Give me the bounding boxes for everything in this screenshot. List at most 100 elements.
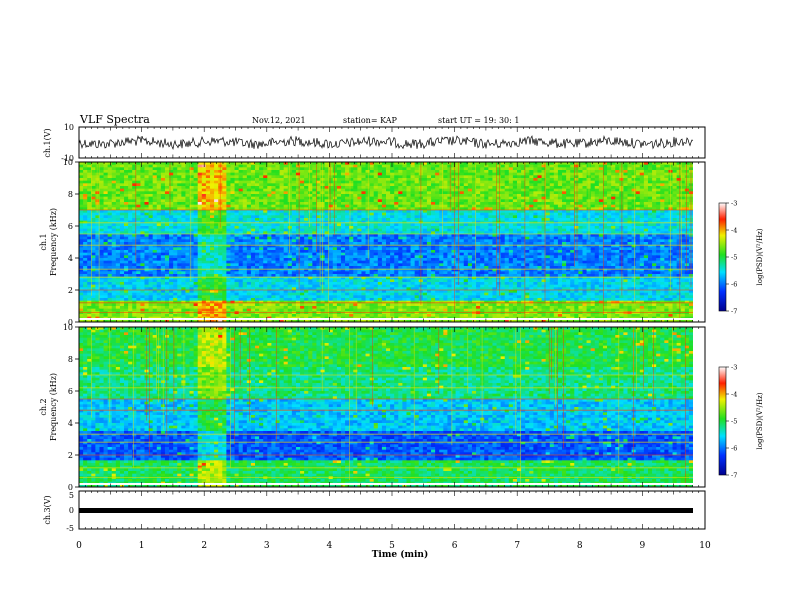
spectrogram-cell (516, 175, 522, 179)
spectrogram-cell (324, 188, 330, 192)
spectrogram-cell (107, 175, 113, 179)
spectrogram-cell (119, 207, 125, 211)
spectrogram-cell (222, 202, 227, 206)
spectrogram-cell (406, 242, 411, 246)
spectrogram-cell (128, 223, 133, 227)
spectrogram-cell (471, 183, 477, 187)
spectrogram-cell (332, 167, 338, 171)
spectrogram-cell (623, 196, 628, 200)
spectrogram-cell (144, 186, 149, 190)
spectrogram-cell (566, 242, 571, 246)
spectrogram-cell (177, 220, 182, 224)
spectrogram-cell (471, 226, 477, 230)
spectrogram-cell (128, 250, 133, 254)
spectrogram-cell (431, 202, 436, 206)
spectrogram-cell (545, 180, 551, 184)
spectrogram-cell (386, 194, 391, 198)
spectrogram-cell (500, 223, 506, 227)
spectrogram-cell (300, 191, 305, 195)
spectrogram-cell (373, 204, 379, 208)
spectrogram-cell (602, 178, 608, 182)
spectrogram-cell (656, 207, 661, 211)
spectrogram-cell (324, 220, 330, 224)
spectrogram-cell (304, 188, 309, 192)
spectrogram-cell (619, 244, 624, 248)
spectrogram-cell (426, 172, 432, 176)
spectrogram-cell (173, 191, 178, 195)
spectrogram-cell (607, 218, 612, 222)
spectrogram-cell (664, 167, 669, 171)
spectrogram-cell (492, 194, 497, 198)
spectrogram-cell (164, 212, 170, 216)
spectrogram-cell (263, 194, 268, 198)
spectrogram-cell (132, 212, 137, 216)
spectrogram-cell (361, 183, 366, 187)
spectrogram-cell (410, 210, 416, 214)
spectrogram-cell (148, 186, 154, 190)
spectrogram-cell (664, 218, 669, 222)
spectrogram-cell (607, 226, 612, 230)
spectrogram-cell (459, 244, 465, 248)
spectrogram-cell (103, 202, 109, 206)
spectrogram-cell (95, 228, 100, 232)
spectrogram-cell (340, 194, 346, 198)
spectrogram-cell (562, 210, 567, 214)
spectrogram-cell (160, 215, 166, 219)
spectrogram-cell (664, 207, 669, 211)
spectrogram-cell (95, 178, 100, 182)
spectrogram-cell (156, 199, 162, 203)
spectrogram-cell (107, 236, 113, 240)
spectrogram-cell (271, 186, 276, 190)
spectrogram-cell (189, 178, 195, 182)
spectrogram-cell (304, 172, 309, 176)
spectrogram-cell (500, 242, 506, 246)
spectrogram-cell (504, 188, 510, 192)
spectrogram-cell (148, 210, 154, 214)
spectrogram-cell (148, 228, 154, 232)
spectrogram-cell (365, 204, 371, 208)
spectrogram-cell (459, 207, 465, 211)
spectrogram-cell (455, 215, 461, 219)
spectrogram-cell (680, 215, 686, 219)
spectrogram-cell (226, 247, 231, 251)
spectrogram-cell (271, 204, 276, 208)
spectrogram-cell (598, 215, 604, 219)
spectrogram-cell (132, 220, 137, 224)
spectrogram-cell (214, 180, 219, 184)
spectrogram-cell (312, 218, 317, 222)
spectrogram-cell (508, 242, 514, 246)
spectrogram-cell (521, 212, 526, 216)
spectrogram-cell (431, 234, 436, 238)
spectrogram-cell (467, 244, 473, 248)
spectrogram-cell (295, 228, 301, 232)
spectrogram-cell (631, 196, 637, 200)
spectrogram-cell (234, 170, 240, 174)
spectrogram-cell (345, 183, 350, 187)
spectrogram-cell (594, 215, 600, 219)
spectrogram-cell (124, 242, 129, 246)
spectrogram-cell (345, 215, 350, 219)
spectrogram-cell (255, 215, 260, 219)
spectrogram-cell (250, 231, 256, 235)
spectrogram-cell (443, 242, 448, 246)
spectrogram-cell (652, 180, 657, 184)
spectrogram-cell (83, 242, 88, 246)
spectrogram-cell (619, 194, 624, 198)
spectrogram-cell (83, 239, 88, 243)
spectrogram-cell (83, 244, 88, 248)
spectrogram-cell (414, 244, 420, 248)
spectrogram-cell (410, 162, 416, 166)
spectrogram-cell (132, 218, 137, 222)
spectrogram-cell (160, 250, 166, 254)
spectrogram-cell (553, 228, 559, 232)
spectrogram-cell (164, 172, 170, 176)
spectrogram-cell (209, 191, 215, 195)
spectrogram-cell (295, 218, 301, 222)
spectrogram-cell (156, 242, 162, 246)
spectrogram-cell (152, 239, 158, 243)
spectrogram-cell (398, 167, 403, 171)
spectrogram-cell (234, 194, 240, 198)
spectrogram-cell (623, 188, 628, 192)
spectrogram-cell (304, 234, 309, 238)
spectrogram-cell (422, 194, 428, 198)
